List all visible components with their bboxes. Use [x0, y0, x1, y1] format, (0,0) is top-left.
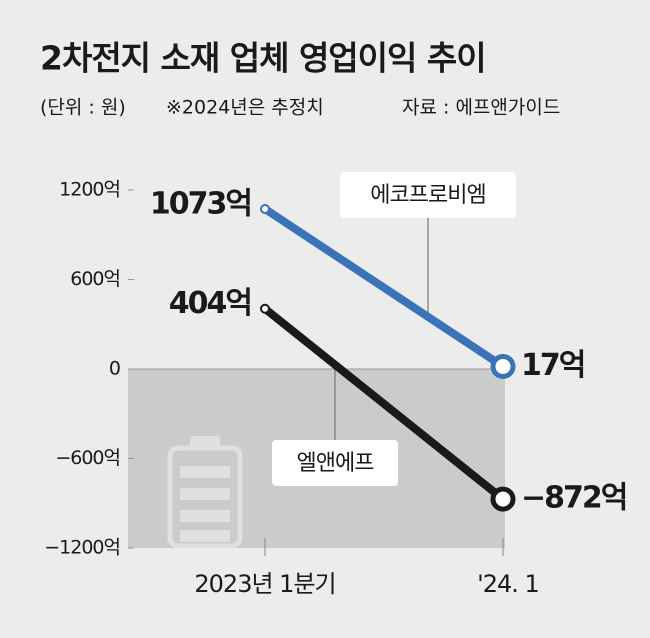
x-tick-label: 2023년 1분기 [194, 570, 335, 598]
value-label: 17억 [521, 348, 584, 383]
value-label: 1073억 [150, 186, 251, 221]
value-label: 404억 [169, 286, 251, 321]
series-line [262, 205, 506, 370]
x-tick-label: '24. 1 [477, 570, 539, 598]
unit-note: (단위 : 원) [40, 97, 126, 119]
point [260, 203, 270, 214]
series-label: 에코프로비엠 [370, 183, 485, 208]
series-label-box [272, 440, 398, 486]
battery-icon [167, 436, 243, 549]
series-line [262, 305, 506, 503]
battery-cap [190, 436, 220, 448]
chart-title: 2차전지 소재 업체 영업이익 추이 [40, 39, 486, 78]
estimate-note: ※2024년은 추정치 [166, 97, 324, 119]
y-tick-label: 600억 [70, 268, 120, 290]
y-tick-label: −1200억 [44, 537, 120, 559]
battery-body [167, 445, 243, 549]
battery-cell [180, 530, 230, 542]
source-note: 자료 : 에프앤가이드 [402, 97, 560, 119]
series-label-box [340, 172, 516, 218]
battery-cell [180, 510, 230, 522]
y-tick-label: −600억 [55, 447, 120, 469]
plot-area: 1200억 600억 0 −600억 −1200억 2023년 1분기 '24. 1 에코프로… [44, 172, 628, 598]
value-label: −872억 [521, 481, 626, 516]
battery-cell [180, 466, 230, 478]
point [490, 486, 516, 512]
y-tick-label: 1200억 [59, 179, 120, 201]
point [260, 303, 270, 314]
point [490, 353, 516, 379]
y-tick-label: 0 [109, 358, 120, 380]
series-label: 엘앤에프 [297, 451, 375, 476]
battery-cell [180, 488, 230, 500]
